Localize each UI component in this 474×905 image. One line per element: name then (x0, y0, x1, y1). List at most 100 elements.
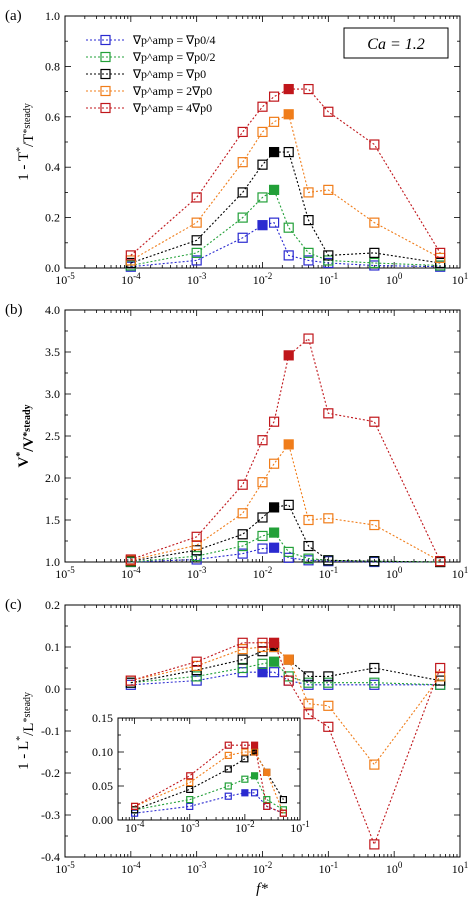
data-point (250, 789, 259, 797)
y-tick-label: 2.0 (45, 471, 60, 485)
data-point (237, 508, 248, 519)
data-point (369, 759, 380, 770)
data-point (130, 802, 139, 811)
legend-label: ∇p^amp = ∇p0 (132, 67, 206, 81)
ca-box (343, 27, 449, 59)
legend-label: ∇p^amp = ∇p0/2 (132, 50, 215, 64)
data-point (268, 458, 280, 469)
data-point (191, 247, 202, 258)
data-point (435, 671, 446, 682)
data-point (283, 250, 294, 261)
data-point (303, 677, 314, 688)
data-point (369, 662, 380, 674)
y-tick-label: 0.2 (45, 211, 60, 225)
panel-label: (b) (5, 302, 23, 318)
legend-label: ∇p^amp = ∇p0/4 (132, 33, 215, 47)
y-tick-label: 0.8 (45, 59, 60, 73)
x-tick-label: 10-4 (125, 819, 145, 835)
data-point (186, 778, 194, 787)
x-tick-label: 10-2 (235, 819, 255, 835)
x-tick-label: 101 (452, 860, 469, 876)
legend-marker (100, 51, 111, 63)
data-point (241, 775, 249, 783)
data-point (369, 519, 380, 531)
data-point (268, 527, 280, 538)
series-line (130, 671, 441, 686)
data-point (191, 255, 202, 266)
y-tick-label: 3.5 (45, 345, 60, 359)
data-point (303, 247, 314, 258)
legend-marker (100, 68, 111, 80)
x-tick-label: 10-3 (180, 819, 200, 835)
y-tick-label: -0.1 (41, 724, 60, 738)
data-point (257, 530, 268, 542)
data-point (323, 555, 334, 566)
x-tick-label: 10-4 (121, 860, 141, 876)
data-point (237, 157, 248, 168)
data-point (250, 748, 259, 756)
x-tick-label: 10-5 (55, 860, 75, 876)
data-point (268, 217, 280, 228)
data-point (186, 785, 194, 794)
y-tick-label: 0.05 (92, 779, 113, 793)
data-point (237, 212, 248, 223)
series-line (130, 221, 441, 268)
data-point (257, 543, 268, 554)
series-line (134, 775, 284, 811)
data-point (369, 416, 380, 427)
x-tick-label: 10-5 (55, 565, 75, 581)
data-point (125, 250, 136, 261)
ca-label: Ca = 1.2 (367, 36, 424, 53)
data-point (369, 257, 380, 269)
y-tick-label: -0.4 (41, 850, 60, 864)
data-point (224, 765, 232, 773)
data-point (241, 748, 249, 756)
data-point (369, 139, 380, 150)
data-point (257, 435, 268, 446)
data-point (257, 512, 268, 523)
data-point (369, 839, 380, 850)
data-point (303, 540, 314, 552)
x-tick-label: 10-2 (253, 565, 273, 581)
data-point (250, 741, 259, 749)
legend-marker (100, 34, 111, 46)
data-point (237, 479, 248, 490)
data-point (257, 667, 268, 678)
y-tick-label: 0.00 (92, 813, 113, 827)
y-axis-label-b: V*/V*steady (15, 404, 37, 467)
x-tick-label: 100 (386, 565, 403, 581)
legend-label: ∇p^amp = 2∇p0 (132, 84, 212, 98)
data-point (369, 247, 380, 258)
y-tick-label: 4.0 (45, 303, 60, 317)
data-point (323, 408, 334, 419)
data-point (268, 116, 280, 127)
data-point (323, 677, 334, 688)
data-point (283, 546, 294, 558)
y-tick-label: 0.2 (45, 598, 60, 612)
data-point (257, 101, 268, 112)
data-point (125, 554, 136, 565)
data-point (283, 439, 294, 450)
x-tick-label: 100 (386, 860, 403, 876)
series-line (130, 547, 441, 563)
data-point (191, 235, 202, 246)
data-point (237, 187, 248, 198)
data-point (369, 556, 380, 567)
x-tick-label: 10-2 (253, 271, 273, 287)
x-tick-label: 101 (452, 271, 469, 287)
data-point (369, 677, 380, 688)
data-point (257, 637, 268, 648)
y-axis-label-a: 1 - T*/T*steady (15, 103, 37, 181)
data-point (125, 675, 136, 686)
data-point (369, 217, 380, 228)
data-point (241, 741, 249, 749)
data-point (283, 675, 294, 686)
data-point (283, 499, 294, 510)
data-point (191, 217, 202, 228)
series-line (130, 646, 441, 766)
series-line (130, 337, 441, 562)
data-point (279, 795, 288, 804)
series-line (130, 189, 441, 267)
panel-label: (c) (5, 597, 22, 613)
data-point (268, 184, 280, 195)
